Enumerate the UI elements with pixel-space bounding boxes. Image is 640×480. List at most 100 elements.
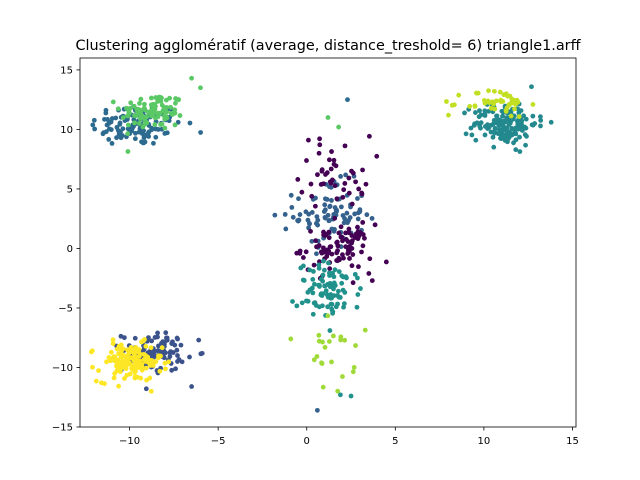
- data-point: [198, 130, 203, 135]
- data-point: [343, 244, 349, 250]
- data-point: [353, 343, 358, 348]
- data-point: [143, 343, 149, 349]
- data-point: [317, 136, 323, 142]
- data-point: [338, 234, 344, 240]
- data-point: [327, 244, 333, 250]
- data-point: [330, 309, 336, 315]
- data-point: [478, 120, 484, 126]
- data-point: [146, 109, 151, 115]
- data-point: [338, 224, 344, 230]
- data-point: [356, 186, 362, 192]
- data-point: [326, 339, 332, 344]
- data-point: [119, 364, 125, 370]
- data-point: [143, 359, 148, 364]
- data-point: [90, 122, 96, 128]
- data-point: [289, 205, 295, 210]
- data-point: [92, 126, 98, 132]
- data-point: [137, 112, 143, 117]
- data-point: [513, 137, 519, 143]
- y-tick-label: 0: [67, 244, 73, 255]
- data-point: [177, 113, 183, 118]
- data-point: [340, 287, 346, 293]
- data-point: [537, 114, 543, 120]
- data-point: [319, 168, 325, 174]
- data-point: [369, 216, 375, 221]
- data-point: [301, 278, 307, 283]
- data-point: [355, 196, 360, 201]
- data-point: [127, 355, 133, 361]
- data-point: [316, 338, 322, 344]
- data-point: [290, 299, 295, 304]
- data-point: [346, 175, 352, 181]
- data-point: [296, 196, 301, 202]
- data-point: [96, 368, 101, 374]
- data-point: [332, 205, 338, 210]
- data-point: [530, 102, 536, 107]
- data-point: [162, 116, 168, 122]
- x-tick-label: 5: [392, 436, 398, 447]
- data-point: [295, 176, 301, 182]
- data-point: [120, 126, 126, 132]
- data-point: [332, 215, 338, 221]
- data-point: [143, 353, 148, 358]
- data-point: [127, 105, 133, 111]
- data-point: [501, 124, 507, 130]
- data-point: [517, 134, 522, 140]
- data-point: [496, 123, 502, 129]
- data-point: [338, 337, 344, 343]
- data-point: [326, 218, 332, 224]
- data-point: [141, 135, 147, 140]
- data-point: [509, 125, 515, 131]
- data-point: [169, 111, 175, 117]
- data-point: [326, 157, 332, 163]
- data-point: [110, 99, 116, 105]
- data-point: [308, 181, 314, 187]
- data-point: [189, 75, 195, 81]
- data-point: [148, 388, 154, 394]
- data-point: [322, 231, 328, 237]
- data-point: [120, 352, 126, 358]
- data-point: [444, 99, 449, 104]
- data-point: [162, 131, 168, 136]
- data-point: [482, 111, 488, 117]
- data-point: [116, 383, 121, 389]
- data-point: [125, 113, 131, 119]
- data-point: [364, 212, 370, 218]
- data-point: [332, 267, 338, 273]
- data-point: [198, 351, 204, 357]
- x-tick-label: −10: [119, 436, 140, 447]
- data-point: [338, 392, 343, 398]
- data-point: [114, 346, 120, 352]
- data-point: [318, 291, 324, 297]
- data-point: [159, 345, 165, 351]
- data-point: [90, 364, 95, 370]
- data-point: [322, 202, 328, 208]
- data-point: [316, 304, 322, 310]
- data-point: [366, 271, 372, 276]
- data-point: [169, 367, 175, 373]
- data-point: [175, 359, 180, 364]
- data-point: [321, 209, 327, 214]
- data-point: [360, 220, 366, 225]
- data-point: [316, 265, 322, 271]
- data-point: [314, 214, 320, 220]
- data-point: [322, 267, 327, 273]
- data-point: [307, 267, 313, 273]
- data-point: [140, 124, 146, 130]
- data-point: [146, 134, 152, 139]
- data-point: [449, 102, 455, 108]
- data-point: [322, 215, 328, 221]
- data-point: [354, 304, 360, 310]
- data-point: [488, 129, 494, 135]
- data-point: [120, 115, 126, 120]
- data-point: [159, 121, 165, 127]
- data-point: [499, 119, 505, 124]
- y-tick-label: −10: [52, 363, 73, 374]
- data-point: [299, 189, 305, 195]
- data-point: [151, 140, 156, 146]
- data-point: [303, 249, 309, 255]
- data-point: [137, 107, 143, 113]
- data-point: [187, 120, 193, 126]
- data-point: [313, 238, 319, 244]
